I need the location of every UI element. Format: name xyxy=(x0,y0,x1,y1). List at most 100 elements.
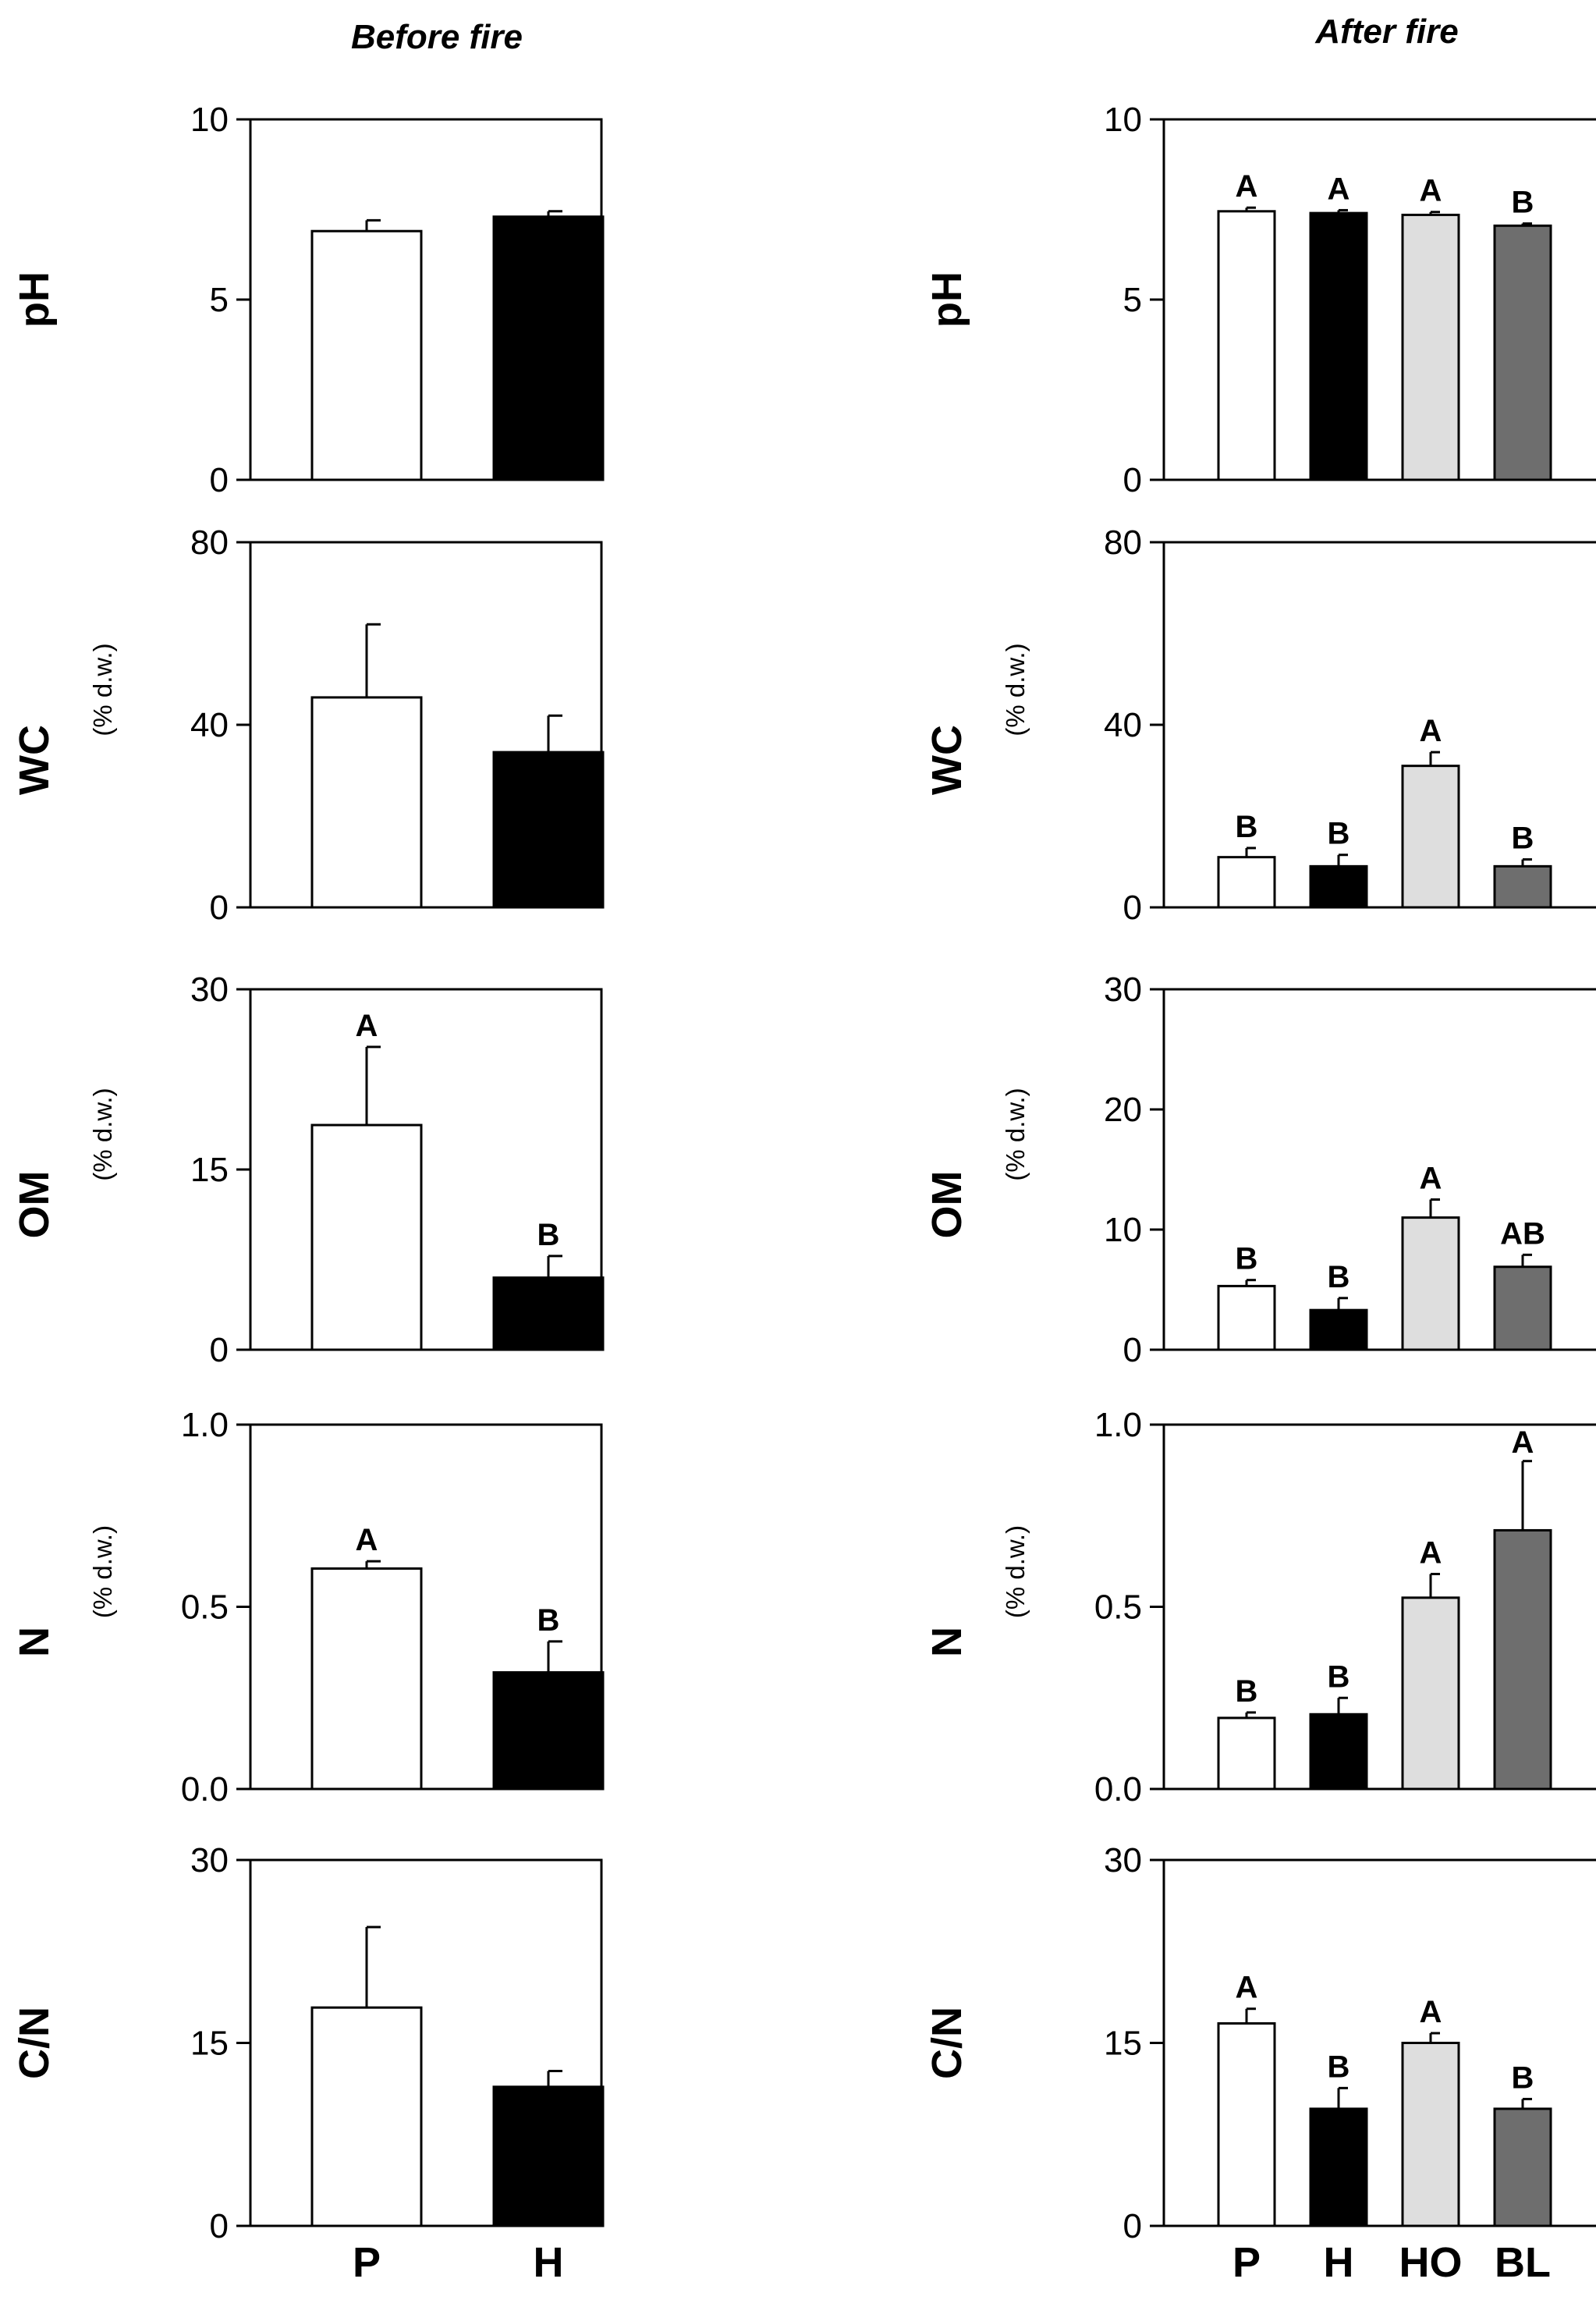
y-tick-label: 0 xyxy=(210,461,229,499)
panel-wc-before: 0 40 80 WC (% d.w.) xyxy=(11,524,605,927)
significance-letter-P: A xyxy=(1236,169,1258,204)
y-tick-label: 40 xyxy=(1104,706,1142,744)
significance-letter-P: A xyxy=(1236,1971,1258,2005)
y-tick-label: 0 xyxy=(1123,461,1142,499)
significance-letter-P: A xyxy=(356,1009,378,1043)
bar-P xyxy=(310,1123,423,1351)
x-category-label-P: P xyxy=(1232,2239,1261,2286)
y-axis-title: N xyxy=(924,1627,970,1657)
y-axis-title: N xyxy=(11,1627,58,1657)
panel-om-after: 0 10 20 30 OM (% d.w.) B B A AB xyxy=(924,971,1596,1369)
y-tick-label: 0.5 xyxy=(1094,1588,1142,1627)
significance-letter-H: B xyxy=(1328,817,1350,851)
significance-letter-BL: A xyxy=(1512,1425,1534,1460)
bar-BL xyxy=(1493,2107,1552,2227)
significance-letter-P: B xyxy=(1236,1674,1258,1709)
panel-n-after: 0.0 0.5 1.0 N (% d.w.) B B A A xyxy=(924,1406,1596,1808)
x-category-label-H: H xyxy=(1324,2239,1354,2286)
y-tick-label: 0 xyxy=(210,889,229,927)
y-tick-label: 80 xyxy=(190,524,229,562)
significance-letter-P: A xyxy=(356,1523,378,1557)
bar-HO xyxy=(1401,765,1460,909)
significance-letter-BL: B xyxy=(1512,822,1534,856)
bar-P xyxy=(1217,1284,1276,1351)
y-tick-label: 15 xyxy=(190,2025,229,2063)
y-axis-unit: (% d.w.) xyxy=(88,1525,117,1618)
significance-letter-HO: A xyxy=(1420,1535,1442,1570)
bar-P xyxy=(1217,210,1276,481)
y-tick-label: 30 xyxy=(1104,1841,1142,1879)
y-axis-title: C/N xyxy=(924,2007,970,2079)
bar-HO xyxy=(1401,213,1460,481)
column-title-after: After fire xyxy=(1314,12,1458,51)
bar-HO xyxy=(1401,1216,1460,1351)
plot-frame xyxy=(1162,988,1596,1351)
y-axis-title: pH xyxy=(11,272,58,328)
y-axis-title: OM xyxy=(11,1171,58,1239)
panel-n-before: 0.0 0.5 1.0 N (% d.w.) A B xyxy=(11,1406,605,1808)
y-tick-label: 40 xyxy=(190,706,229,744)
y-tick-label: 5 xyxy=(210,281,229,319)
significance-letter-P: B xyxy=(1236,810,1258,844)
x-category-label-P: P xyxy=(353,2239,381,2286)
y-axis-title: WC xyxy=(11,725,58,795)
bar-BL xyxy=(1493,1528,1552,1791)
bar-H xyxy=(1309,1308,1368,1351)
y-axis-title: OM xyxy=(924,1171,970,1239)
panel-ph-before: 0 5 10 pH xyxy=(11,101,605,499)
bar-H xyxy=(1309,2107,1368,2227)
bar-H xyxy=(1309,864,1368,909)
y-axis-unit: (% d.w.) xyxy=(1001,1088,1030,1180)
bar-H xyxy=(1309,1713,1368,1791)
y-tick-label: 15 xyxy=(1104,2025,1142,2063)
y-tick-label: 0 xyxy=(210,2207,229,2245)
bar-P xyxy=(1217,2021,1276,2227)
panel-cn-before: 0 15 30 C/N P H xyxy=(11,1841,605,2286)
x-category-label-HO: HO xyxy=(1399,2239,1463,2286)
bar-BL xyxy=(1493,224,1552,481)
y-tick-label: 10 xyxy=(190,101,229,139)
significance-letter-BL: B xyxy=(1512,2060,1534,2095)
y-tick-label: 0 xyxy=(210,1331,229,1369)
bar-HO xyxy=(1401,2042,1460,2227)
y-tick-label: 30 xyxy=(1104,971,1142,1009)
y-axis-unit: (% d.w.) xyxy=(1001,1525,1030,1618)
significance-letter-H: B xyxy=(1328,1659,1350,1694)
bar-BL xyxy=(1493,1265,1552,1351)
panel-cn-after: 0 15 30 C/N A B A B P H HO BL xyxy=(924,1841,1596,2286)
y-axis-title: C/N xyxy=(11,2007,58,2079)
y-axis-title: WC xyxy=(924,725,970,795)
y-tick-label: 0 xyxy=(1123,1331,1142,1369)
significance-letter-H: B xyxy=(537,1218,560,1252)
bar-H xyxy=(492,1276,605,1351)
y-tick-label: 30 xyxy=(190,971,229,1009)
y-axis-unit: (% d.w.) xyxy=(1001,643,1030,736)
bar-H xyxy=(1309,211,1368,481)
panel-wc-after: 0 40 80 WC (% d.w.) B B A B xyxy=(924,524,1596,927)
significance-letter-H: B xyxy=(1328,1260,1350,1294)
x-category-label-BL: BL xyxy=(1495,2239,1551,2286)
y-tick-label: 0 xyxy=(1123,889,1142,927)
y-tick-label: 0 xyxy=(1123,2207,1142,2245)
y-axis-unit: (% d.w.) xyxy=(88,1088,117,1180)
y-axis-unit: (% d.w.) xyxy=(88,643,117,736)
y-tick-label: 20 xyxy=(1104,1091,1142,1129)
y-tick-label: 80 xyxy=(1104,524,1142,562)
y-tick-label: 30 xyxy=(190,1841,229,1879)
significance-letter-H: B xyxy=(1328,2050,1350,2084)
panel-ph-after: 0 5 10 pH A A A B xyxy=(924,101,1596,499)
y-axis-title: pH xyxy=(924,272,970,328)
bar-P xyxy=(310,229,423,481)
significance-letter-HO: A xyxy=(1420,1162,1442,1196)
bar-H xyxy=(492,215,605,481)
bar-BL xyxy=(1493,864,1552,909)
bar-H xyxy=(492,1671,605,1791)
significance-letter-P: B xyxy=(1236,1242,1258,1276)
y-tick-label: 1.0 xyxy=(181,1406,229,1444)
bar-P xyxy=(310,696,423,909)
bar-HO xyxy=(1401,1596,1460,1791)
y-tick-label: 10 xyxy=(1104,101,1142,139)
bar-H xyxy=(492,2085,605,2227)
panel-om-before: 0 15 30 OM (% d.w.) A B xyxy=(11,971,605,1369)
